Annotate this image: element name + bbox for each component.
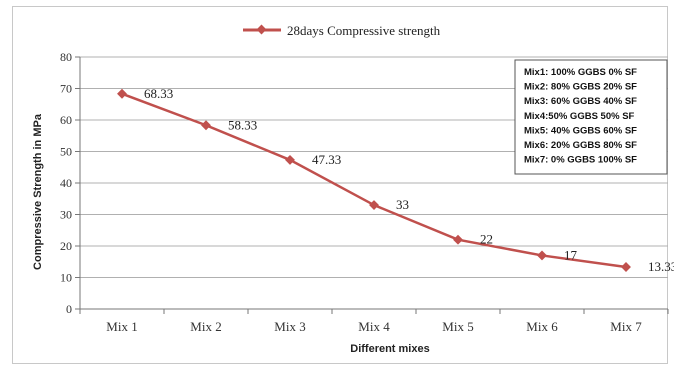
data-label: 17 (564, 247, 578, 262)
data-label: 33 (396, 197, 409, 212)
y-tick-label: 0 (66, 302, 72, 316)
x-tick-label: Mix 2 (190, 319, 221, 334)
x-axis-title: Different mixes (350, 343, 429, 355)
data-point-marker (117, 88, 127, 99)
mix-description-line: Mix7: 0% GGBS 100% SF (524, 155, 637, 166)
y-tick-label: 40 (60, 176, 72, 190)
data-labels: 68.33 58.33 47.33 33 22 17 13.33 (144, 86, 674, 274)
mix-description-line: Mix4:50% GGBS 50% SF (524, 111, 635, 122)
data-label: 58.33 (228, 117, 257, 132)
legend-label: 28days Compressive strength (287, 23, 441, 38)
data-point-marker (369, 200, 379, 210)
y-tick-label: 50 (60, 145, 72, 159)
mix-description-box: Mix1: 100% GGBS 0% SF Mix2: 80% GGBS 20% … (514, 59, 668, 175)
mix-description-frame (514, 59, 668, 175)
data-point-marker (201, 120, 211, 131)
data-point-marker (537, 250, 547, 261)
data-label: 68.33 (144, 86, 173, 101)
data-label: 47.33 (312, 152, 341, 167)
mix-description-line: Mix2: 80% GGBS 20% SF (524, 82, 637, 93)
series-group (117, 88, 631, 272)
x-tick-label: Mix 1 (106, 319, 137, 334)
data-label: 13.33 (648, 259, 674, 274)
x-tick-label: Mix 3 (274, 319, 305, 334)
y-tick-label: 10 (60, 271, 72, 285)
data-point-marker (453, 234, 463, 245)
data-point-marker (285, 154, 295, 165)
legend: 28days Compressive strength (243, 23, 441, 38)
x-tick-label: Mix 6 (526, 319, 558, 334)
mix-description-line: Mix3: 60% GGBS 40% SF (524, 96, 637, 107)
mix-description-line: Mix5: 40% GGBS 60% SF (524, 125, 637, 136)
mix-description-line: Mix1: 100% GGBS 0% SF (524, 67, 637, 78)
y-tick-label: 30 (60, 208, 72, 222)
x-tick-label: Mix 7 (610, 319, 642, 334)
y-axis-title: Compressive Strength in MPa (32, 113, 44, 270)
axes (75, 56, 669, 314)
y-tick-labels: 0 10 20 30 40 50 60 70 80 (60, 50, 72, 316)
x-tick-label: Mix 4 (358, 319, 390, 334)
y-tick-label: 80 (60, 50, 72, 64)
y-tick-label: 60 (60, 113, 72, 127)
x-tick-label: Mix 5 (442, 319, 473, 334)
data-point-marker (621, 262, 631, 272)
mix-description-line: Mix6: 20% GGBS 80% SF (524, 140, 637, 151)
y-tick-label: 20 (60, 239, 72, 253)
y-tick-label: 70 (60, 82, 72, 96)
legend-marker (256, 24, 267, 35)
x-tick-labels: Mix 1 Mix 2 Mix 3 Mix 4 Mix 5 Mix 6 Mix 7 (106, 319, 642, 334)
data-label: 22 (480, 232, 493, 247)
